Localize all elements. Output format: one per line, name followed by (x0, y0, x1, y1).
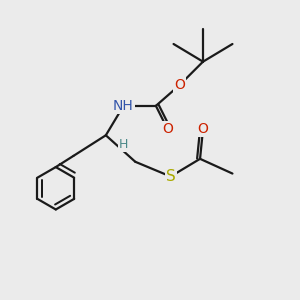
Text: O: O (162, 122, 173, 136)
Text: S: S (166, 169, 176, 184)
Text: O: O (198, 122, 208, 136)
Text: H: H (119, 138, 128, 151)
Text: O: O (174, 78, 185, 92)
Text: NH: NH (113, 99, 134, 113)
